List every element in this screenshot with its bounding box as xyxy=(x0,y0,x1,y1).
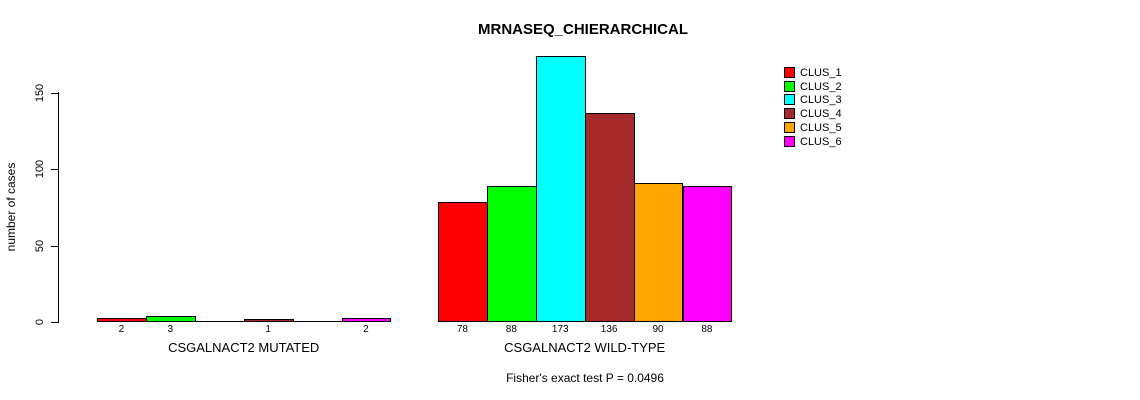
legend-swatch xyxy=(784,135,795,147)
bar-value-label: 88 xyxy=(505,324,517,335)
bar xyxy=(97,318,147,322)
bar-value-label: 173 xyxy=(551,324,569,335)
y-axis-label: number of cases xyxy=(4,162,18,252)
bar xyxy=(341,318,392,322)
bar xyxy=(682,186,733,322)
bar xyxy=(292,321,343,322)
legend-swatch xyxy=(784,80,795,92)
bar-value-label: 3 xyxy=(167,324,174,335)
y-axis-line xyxy=(58,92,59,323)
y-tick-mark xyxy=(51,322,58,323)
legend-label: CLUS_2 xyxy=(800,80,842,93)
legend-swatch xyxy=(784,108,795,120)
y-tick-mark xyxy=(51,246,58,247)
fisher-test-annotation: Fisher's exact test P = 0.0496 xyxy=(506,371,664,385)
bar xyxy=(633,183,684,322)
legend-label: CLUS_5 xyxy=(800,121,842,134)
bar xyxy=(194,321,245,322)
y-tick-label: 50 xyxy=(34,239,46,253)
bar-value-label: 1 xyxy=(265,324,271,335)
y-tick-label: 0 xyxy=(34,318,46,326)
legend-swatch xyxy=(784,121,795,133)
bar-value-label: 2 xyxy=(118,324,125,335)
bar-value-label: 88 xyxy=(701,324,713,335)
bar xyxy=(584,113,635,322)
bar xyxy=(243,319,294,322)
bar-value-label: 136 xyxy=(600,324,618,335)
bar-value-label: 90 xyxy=(652,324,664,335)
bar xyxy=(535,56,586,322)
group-label: CSGALNACT2 MUTATED xyxy=(168,340,320,355)
legend-label: CLUS_1 xyxy=(800,67,842,79)
chart-title: MRNASEQ_CHIERARCHICAL xyxy=(477,21,689,38)
bar-value-label: 78 xyxy=(456,324,468,335)
y-tick-label: 100 xyxy=(34,159,46,179)
legend-swatch xyxy=(784,67,795,78)
legend-label: CLUS_6 xyxy=(800,135,842,148)
legend-swatch xyxy=(784,94,795,106)
bar xyxy=(145,316,196,322)
y-tick-mark xyxy=(51,93,58,94)
group-label: CSGALNACT2 WILD-TYPE xyxy=(504,340,666,355)
legend-label: CLUS_3 xyxy=(800,94,842,107)
bar xyxy=(438,202,488,322)
bar-value-label: 2 xyxy=(363,324,369,335)
y-tick-mark xyxy=(51,169,58,170)
y-tick-label: 150 xyxy=(34,83,46,103)
legend-label: CLUS_4 xyxy=(800,108,842,121)
bar xyxy=(486,186,537,322)
